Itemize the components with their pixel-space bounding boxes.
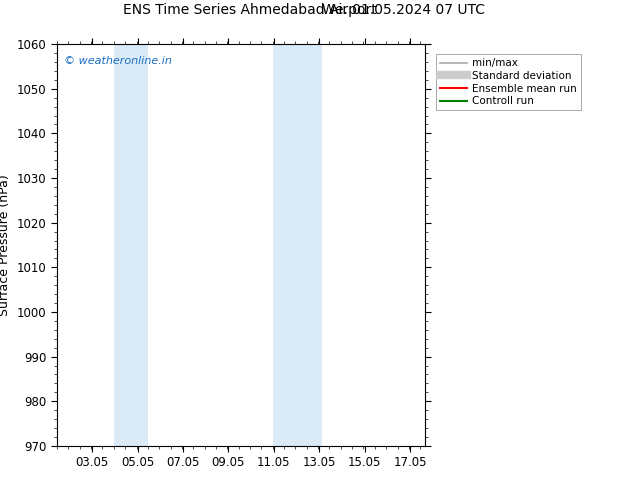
Bar [273,44,321,446]
Bar [114,44,148,446]
Y-axis label: Surface Pressure (hPa): Surface Pressure (hPa) [0,174,11,316]
Text: © weatheronline.in: © weatheronline.in [65,56,172,66]
Text: ENS Time Series Ahmedabad Airport: ENS Time Series Ahmedabad Airport [123,3,377,17]
Legend: min/max, Standard deviation, Ensemble mean run, Controll run: min/max, Standard deviation, Ensemble me… [436,54,581,110]
Text: We. 01.05.2024 07 UTC: We. 01.05.2024 07 UTC [322,3,485,17]
